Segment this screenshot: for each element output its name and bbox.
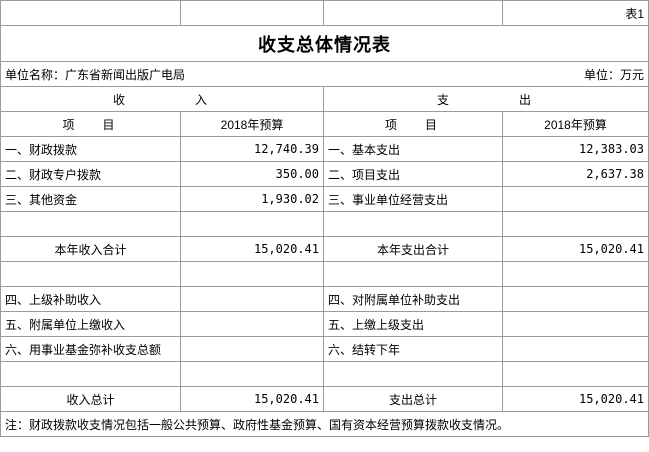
budget-value [502,336,649,362]
budget-value: 12,740.39 [180,136,324,162]
unit: 单位：万元 [502,61,649,87]
item-label [323,261,503,287]
item-label: 本年支出合计 [323,236,503,262]
budget-value [502,286,649,312]
budget-value: 15,020.41 [502,236,649,262]
item-label: 本年收入合计 [0,236,181,262]
item-label: 四、上级补助收入 [0,286,181,312]
item-header: 项目 [323,111,503,137]
budget-value: 15,020.41 [180,386,324,412]
budget-value: 15,020.41 [502,386,649,412]
budget-value [180,336,324,362]
item-label: 一、财政拨款 [0,136,181,162]
budget-value: 12,383.03 [502,136,649,162]
item-label: 三、事业单位经营支出 [323,186,503,212]
budget-value [180,286,324,312]
item-label [323,211,503,237]
item-label: 一、基本支出 [323,136,503,162]
item-label [0,361,181,387]
item-label [323,361,503,387]
cell [323,0,503,26]
item-label: 收入总计 [0,386,181,412]
budget-table: 表1 收支总体情况表 单位名称：广东省新闻出版广电局 单位：万元 收入 支出 项… [0,0,649,437]
item-label [0,261,181,287]
cell [0,0,181,26]
budget-value [502,361,649,387]
budget-value [502,186,649,212]
item-label: 六、用事业基金弥补收支总额 [0,336,181,362]
item-label: 五、上缴上级支出 [323,311,503,337]
budget-value [180,211,324,237]
corner-label: 表1 [502,0,649,26]
unit-name: 单位名称：广东省新闻出版广电局 [0,61,503,87]
title: 收支总体情况表 [0,25,649,62]
budget-value: 1,930.02 [180,186,324,212]
item-label: 二、财政专户拨款 [0,161,181,187]
budget-header: 2018年预算 [180,111,324,137]
item-label: 六、结转下年 [323,336,503,362]
budget-value [180,311,324,337]
budget-value: 350.00 [180,161,324,187]
item-label [0,211,181,237]
item-label: 支出总计 [323,386,503,412]
item-label: 三、其他资金 [0,186,181,212]
budget-value [180,261,324,287]
budget-header: 2018年预算 [502,111,649,137]
item-label: 五、附属单位上缴收入 [0,311,181,337]
item-label: 二、项目支出 [323,161,503,187]
budget-value [502,311,649,337]
budget-value: 15,020.41 [180,236,324,262]
note: 注：财政拨款收支情况包括一般公共预算、政府性基金预算、国有资本经营预算拨款收支情… [0,411,649,437]
budget-value [502,261,649,287]
income-header: 收入 [0,86,324,112]
budget-value: 2,637.38 [502,161,649,187]
budget-value [180,361,324,387]
cell [180,0,324,26]
expense-header: 支出 [323,86,649,112]
budget-value [502,211,649,237]
item-label: 四、对附属单位补助支出 [323,286,503,312]
item-header: 项目 [0,111,181,137]
